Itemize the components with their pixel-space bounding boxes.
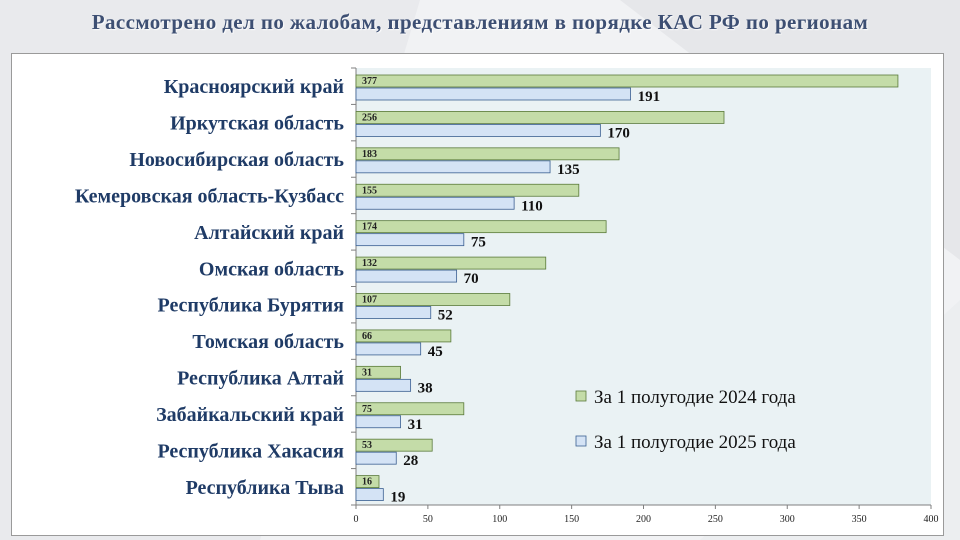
- data-label-2025: 191: [638, 89, 661, 105]
- bar-2025: [355, 233, 465, 247]
- bar-2025: [355, 196, 515, 210]
- category-label: Республика Хакасия: [157, 440, 344, 462]
- bar-2024: [355, 329, 452, 343]
- data-label-2024: 107: [362, 295, 377, 306]
- category-label: Республика Тыва: [186, 477, 344, 499]
- bar-2024: [355, 147, 620, 161]
- x-tick-label: 150: [564, 514, 579, 525]
- bar-2024: [355, 111, 725, 124]
- x-tick-label: 350: [852, 514, 867, 525]
- data-label-2024: 174: [362, 222, 377, 233]
- bar-2025: [355, 488, 384, 501]
- chart-frame: 0 50 100 150 200 250 300 350 400 Красноярский кра…: [11, 53, 944, 536]
- data-label-2025: 135: [557, 162, 580, 178]
- data-label-2024: 53: [362, 440, 372, 451]
- category-label: Омская область: [199, 258, 345, 280]
- x-tick-label: 400: [924, 514, 939, 525]
- category-label: Красноярский край: [164, 76, 344, 98]
- data-label-2024: 16: [362, 477, 372, 488]
- data-label-2025: 19: [390, 490, 405, 506]
- data-label-2024: 183: [362, 149, 377, 160]
- bar-2025: [355, 415, 401, 429]
- x-tick-label: 100: [492, 514, 507, 525]
- data-label-2025: 110: [521, 198, 543, 214]
- legend-swatch-2025: [575, 435, 587, 447]
- bar-2024: [355, 402, 465, 416]
- legend-swatch-2024: [575, 390, 587, 402]
- data-label-2025: 45: [428, 344, 443, 360]
- legend-label-2025: За 1 полугодие 2025 года: [594, 432, 796, 453]
- legend-label-2024: За 1 полугодие 2024 года: [594, 387, 796, 408]
- category-label: Томская область: [192, 331, 344, 353]
- bar-2024: [355, 183, 580, 197]
- bar-2024: [355, 256, 547, 270]
- data-label-2024: 256: [362, 112, 377, 123]
- data-label-2024: 75: [362, 404, 372, 415]
- bar-2025: [355, 378, 412, 392]
- data-label-2025: 31: [408, 417, 423, 433]
- data-label-2024: 132: [362, 258, 377, 269]
- bar-2024: [355, 438, 433, 452]
- bar-2025: [355, 124, 601, 137]
- x-tick-label: 300: [780, 514, 795, 525]
- plot-area: [356, 68, 931, 505]
- data-label-2025: 70: [464, 271, 479, 287]
- category-label: Иркутская область: [170, 113, 344, 135]
- bar-2024: [355, 293, 511, 306]
- data-label-2024: 155: [362, 185, 377, 196]
- data-label-2024: 31: [362, 367, 372, 378]
- x-tick-label: 250: [708, 514, 723, 525]
- bar-2024: [355, 74, 899, 88]
- x-tick-label: 50: [423, 514, 433, 525]
- category-label: Кемеровская область-Кузбасс: [75, 185, 344, 207]
- category-label: Алтайский край: [194, 222, 344, 244]
- bar-2025: [355, 160, 551, 174]
- category-label: Новосибирская область: [129, 149, 344, 171]
- slide-title: Рассмотрено дел по жалобам, представлени…: [91, 10, 869, 34]
- bar-2025: [355, 306, 432, 319]
- bar-chart: 0 50 100 150 200 250 300 350 400 Красноярский кра…: [75, 67, 939, 525]
- bar-2025: [355, 342, 422, 356]
- bar-2025: [355, 87, 631, 101]
- bar-2025: [355, 451, 397, 465]
- x-tick-label: 0: [354, 514, 359, 525]
- bar-2024: [355, 475, 380, 488]
- data-label-2025: 28: [403, 453, 418, 469]
- category-label: Республика Алтай: [177, 368, 344, 390]
- x-tick-label: 200: [636, 514, 651, 525]
- bar-2024: [355, 220, 607, 234]
- data-label-2024: 377: [362, 76, 377, 87]
- bar-2024: [355, 365, 401, 379]
- data-label-2025: 170: [607, 125, 630, 141]
- data-label-2024: 66: [362, 331, 372, 342]
- data-label-2025: 52: [438, 308, 453, 324]
- category-label: Республика Бурятия: [157, 295, 344, 317]
- data-label-2025: 38: [418, 380, 433, 396]
- bar-2025: [355, 269, 458, 283]
- data-label-2025: 75: [471, 235, 486, 251]
- category-label: Забайкальский край: [156, 404, 344, 426]
